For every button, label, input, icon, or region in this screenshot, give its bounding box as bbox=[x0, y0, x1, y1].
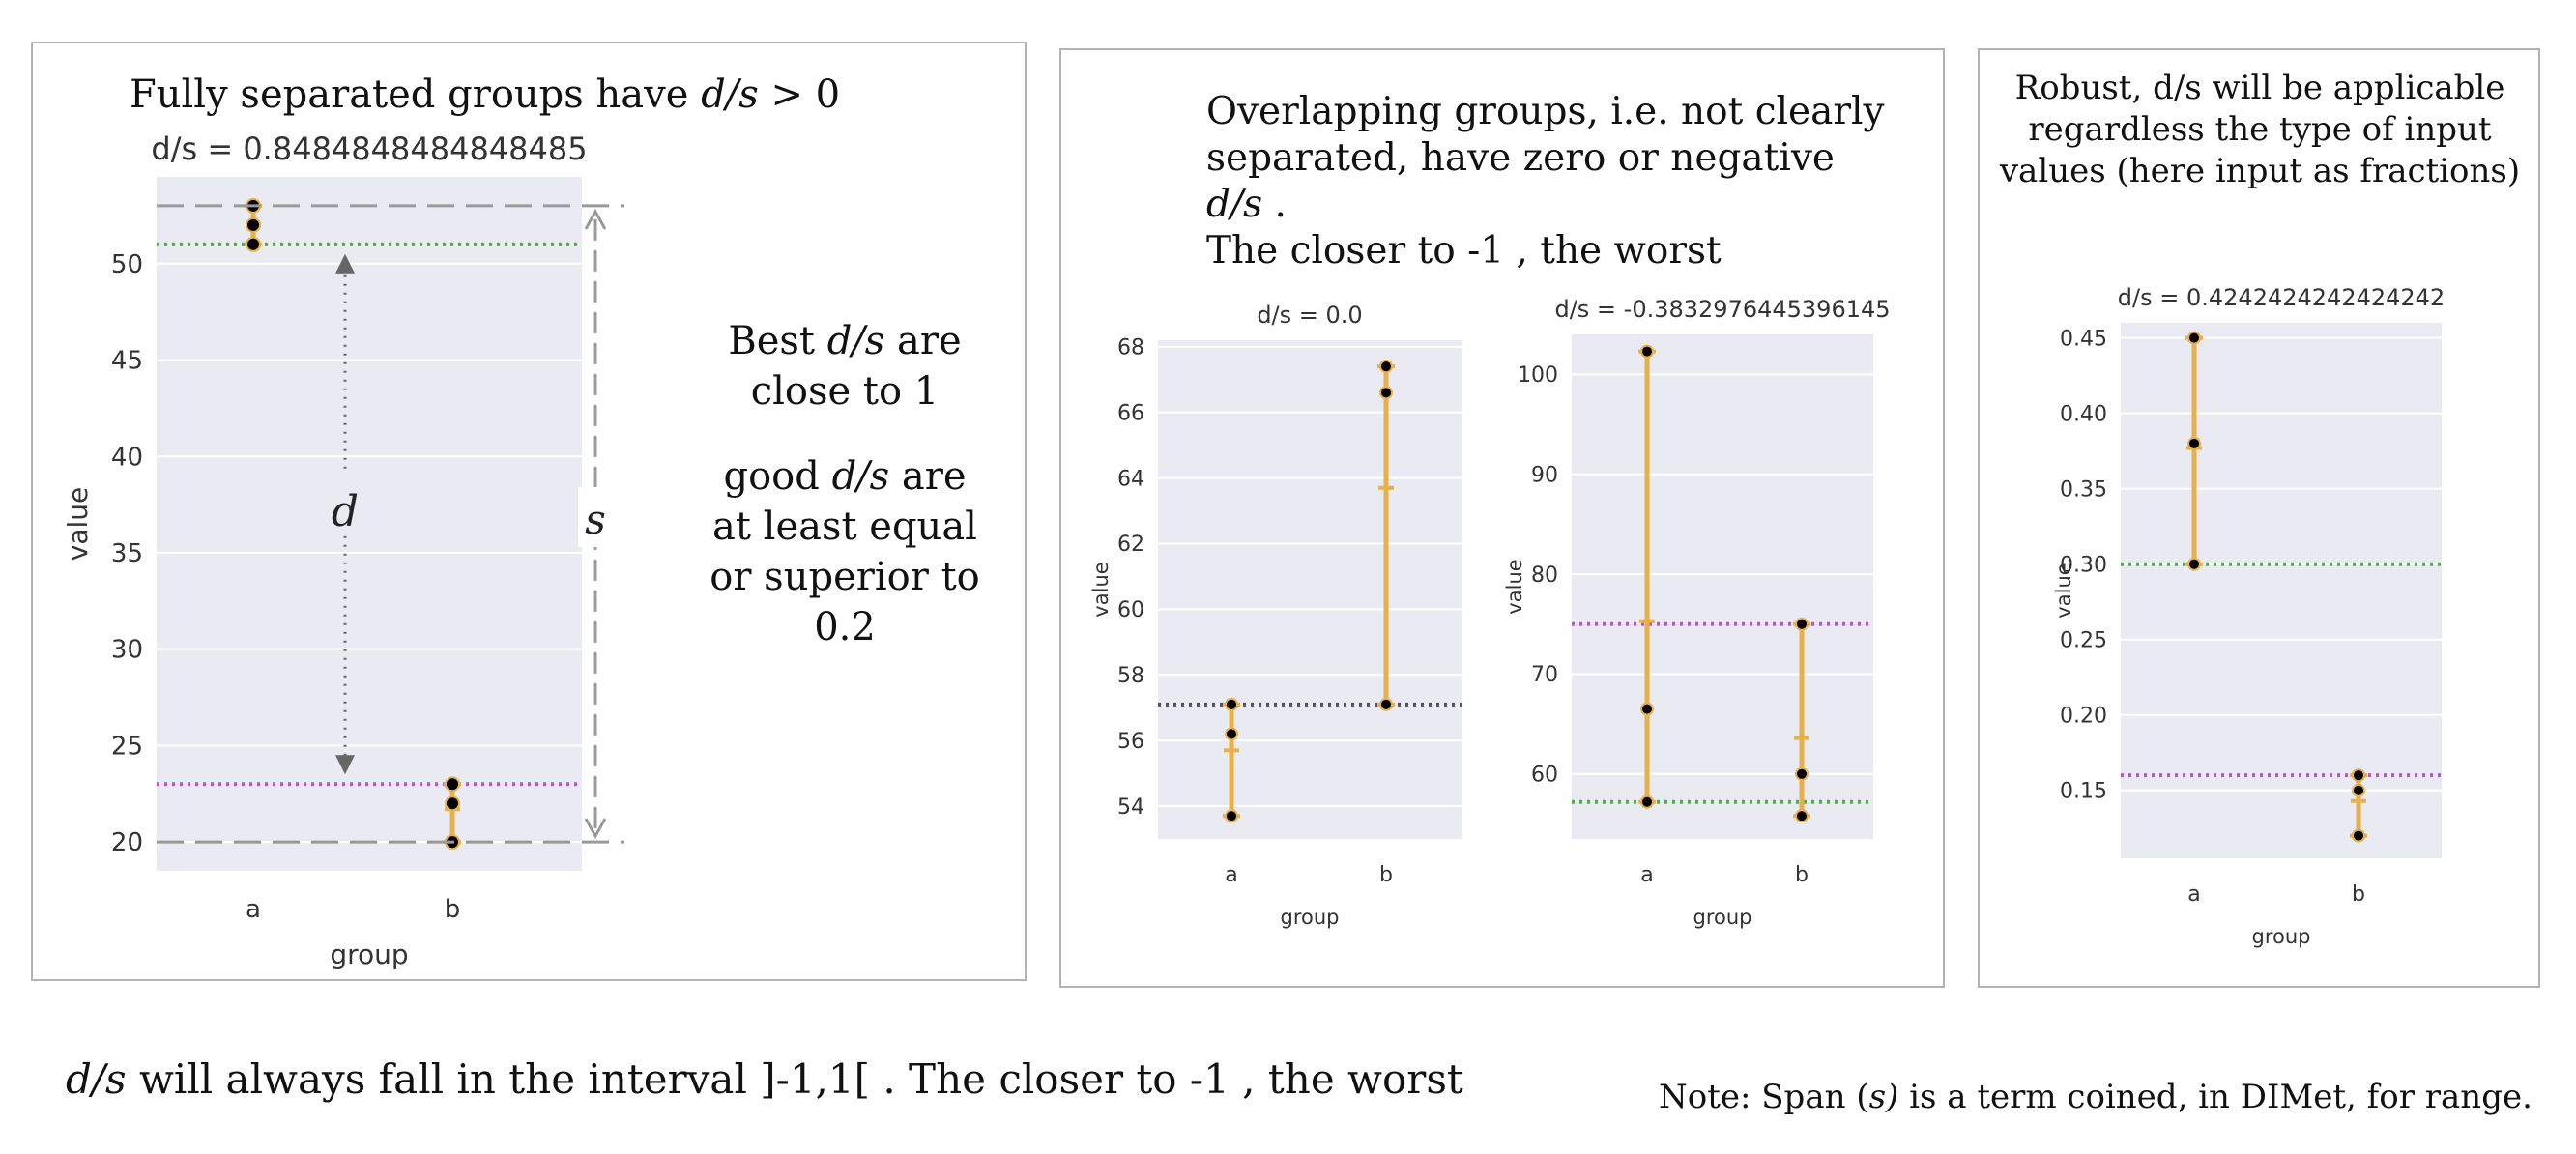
plot-area bbox=[1572, 334, 1873, 839]
y-tick-label: 30 bbox=[111, 636, 143, 665]
data-point bbox=[445, 776, 460, 793]
y-tick-label: 0.40 bbox=[2060, 402, 2107, 426]
x-axis-label: group bbox=[2252, 925, 2311, 948]
data-point bbox=[2352, 768, 2365, 783]
chart-fully-separated: 20 25 30 35 40 45 50 d/s = 0.8484848484848485 a b… bbox=[62, 130, 624, 970]
chart-title: d/s = 0.8484848484848485 bbox=[151, 130, 587, 167]
chart-title: d/s = 0.0 bbox=[1257, 302, 1362, 329]
data-point bbox=[1379, 386, 1393, 400]
y-tick-label: 68 bbox=[1117, 335, 1144, 360]
y-tick-label: 35 bbox=[111, 539, 143, 568]
y-tick-label: 66 bbox=[1117, 401, 1144, 425]
panel-overlapping: Overlapping groups, i.e. not clearly sep… bbox=[1059, 48, 1945, 988]
y-tick-label: 0.35 bbox=[2060, 477, 2107, 502]
y-tick-label: 50 bbox=[111, 250, 143, 279]
y-axis-label: value bbox=[1503, 559, 1526, 614]
y-tick-label: 0.15 bbox=[2060, 779, 2107, 803]
data-point bbox=[1379, 360, 1393, 374]
y-tick-label: 45 bbox=[111, 347, 143, 376]
data-point bbox=[1225, 809, 1238, 823]
y-tick-label: 62 bbox=[1117, 533, 1144, 557]
x-tick-label: b bbox=[2352, 882, 2365, 907]
x-axis-label: group bbox=[1281, 906, 1340, 929]
x-axis-label: group bbox=[1693, 906, 1752, 929]
x-tick-label: b bbox=[1379, 863, 1393, 887]
chart-title: d/s = -0.3832976445396145 bbox=[1554, 296, 1890, 323]
plot-area bbox=[2121, 323, 2442, 858]
data-point bbox=[2352, 783, 2365, 797]
y-tick-label: 54 bbox=[1117, 795, 1144, 820]
data-point bbox=[1795, 766, 1809, 781]
data-point bbox=[1225, 697, 1238, 711]
y-tick-label: 100 bbox=[1518, 363, 1558, 388]
data-point bbox=[1640, 702, 1654, 716]
chart-overlap-zero: 54 56 58 60 62 64 66 68 d/s = 0.0 a b group value bbox=[1089, 302, 1462, 929]
y-tick-label: 0.25 bbox=[2060, 628, 2107, 652]
y-tick-label: 20 bbox=[111, 828, 143, 857]
plot-area bbox=[157, 177, 582, 871]
y-tick-label: 0.30 bbox=[2060, 553, 2107, 577]
y-tick-label: 64 bbox=[1117, 467, 1144, 491]
y-tick-label: 60 bbox=[1117, 598, 1144, 622]
x-axis-label: group bbox=[330, 938, 408, 970]
d-arrow-head-up bbox=[335, 253, 355, 274]
x-tick-label: a bbox=[1225, 863, 1237, 887]
data-point bbox=[1379, 697, 1393, 711]
d-label-bg bbox=[328, 474, 362, 534]
data-point bbox=[445, 795, 460, 812]
panel1-heading: Fully separated groups have d/s > 0 bbox=[130, 72, 841, 117]
panel-fully-separated: Fully separated groups have d/s > 0 20 25… bbox=[31, 42, 1027, 981]
y-tick-label: 60 bbox=[1531, 764, 1558, 788]
data-point bbox=[2352, 828, 2365, 843]
panel2-heading: Overlapping groups, i.e. not clearly sep… bbox=[1206, 90, 1885, 273]
data-point bbox=[2187, 436, 2201, 450]
y-tick-label: 56 bbox=[1117, 730, 1144, 754]
data-point bbox=[1640, 344, 1654, 359]
y-tick-label: 70 bbox=[1531, 663, 1558, 687]
d-label: d bbox=[332, 487, 359, 536]
interval-note: d/s will always fall in the interval ]-1… bbox=[66, 1055, 1463, 1103]
y-tick-label: 0.45 bbox=[2060, 327, 2107, 351]
s-label-bg bbox=[578, 487, 613, 547]
s-arrow-head-down bbox=[584, 818, 607, 840]
panel3-heading: Robust, d/s will be applicable regardles… bbox=[1999, 69, 2521, 190]
x-tick-label: b bbox=[1795, 863, 1809, 887]
d-arrow-head-down bbox=[335, 755, 355, 775]
panel1-note: Best d/s are close to 1 good d/s are at … bbox=[709, 319, 980, 649]
span-note: Note: Span (s) is a term coined, in DIMe… bbox=[1659, 1078, 2533, 1116]
data-point bbox=[1795, 809, 1809, 823]
chart-overlap-negative: 60 70 80 90 100 d/s = -0.3832976445396145 a b gr… bbox=[1503, 296, 1891, 929]
data-point bbox=[2187, 331, 2201, 345]
panel-robust: Robust, d/s will be applicable regardles… bbox=[1978, 48, 2540, 988]
data-point bbox=[1795, 617, 1809, 631]
y-tick-label: 0.20 bbox=[2060, 704, 2107, 728]
s-label: s bbox=[585, 496, 606, 543]
y-tick-label: 40 bbox=[111, 443, 143, 472]
data-point bbox=[2187, 557, 2201, 571]
x-tick-label: a bbox=[1640, 863, 1653, 887]
s-arrow-head-up bbox=[584, 208, 607, 230]
data-point bbox=[246, 216, 261, 233]
data-point bbox=[1225, 727, 1238, 741]
y-axis-label: value bbox=[2052, 563, 2075, 618]
chart-title: d/s = 0.4242424242424242 bbox=[2118, 284, 2445, 311]
y-tick-label: 25 bbox=[111, 732, 143, 761]
chart-fractions: 0.15 0.20 0.25 0.30 0.35 0.40 0.45 d/s = 0.4242… bbox=[2052, 284, 2445, 948]
x-tick-label: a bbox=[246, 895, 261, 924]
y-tick-label: 58 bbox=[1117, 664, 1144, 688]
data-point bbox=[1640, 794, 1654, 809]
y-tick-label: 80 bbox=[1531, 563, 1558, 588]
y-tick-label: 90 bbox=[1531, 463, 1558, 487]
y-axis-label: value bbox=[62, 487, 94, 561]
plot-area bbox=[1158, 340, 1462, 839]
x-tick-label: a bbox=[2187, 882, 2200, 907]
y-axis-label: value bbox=[1089, 562, 1113, 617]
data-point bbox=[246, 236, 261, 252]
x-tick-label: b bbox=[445, 895, 461, 924]
